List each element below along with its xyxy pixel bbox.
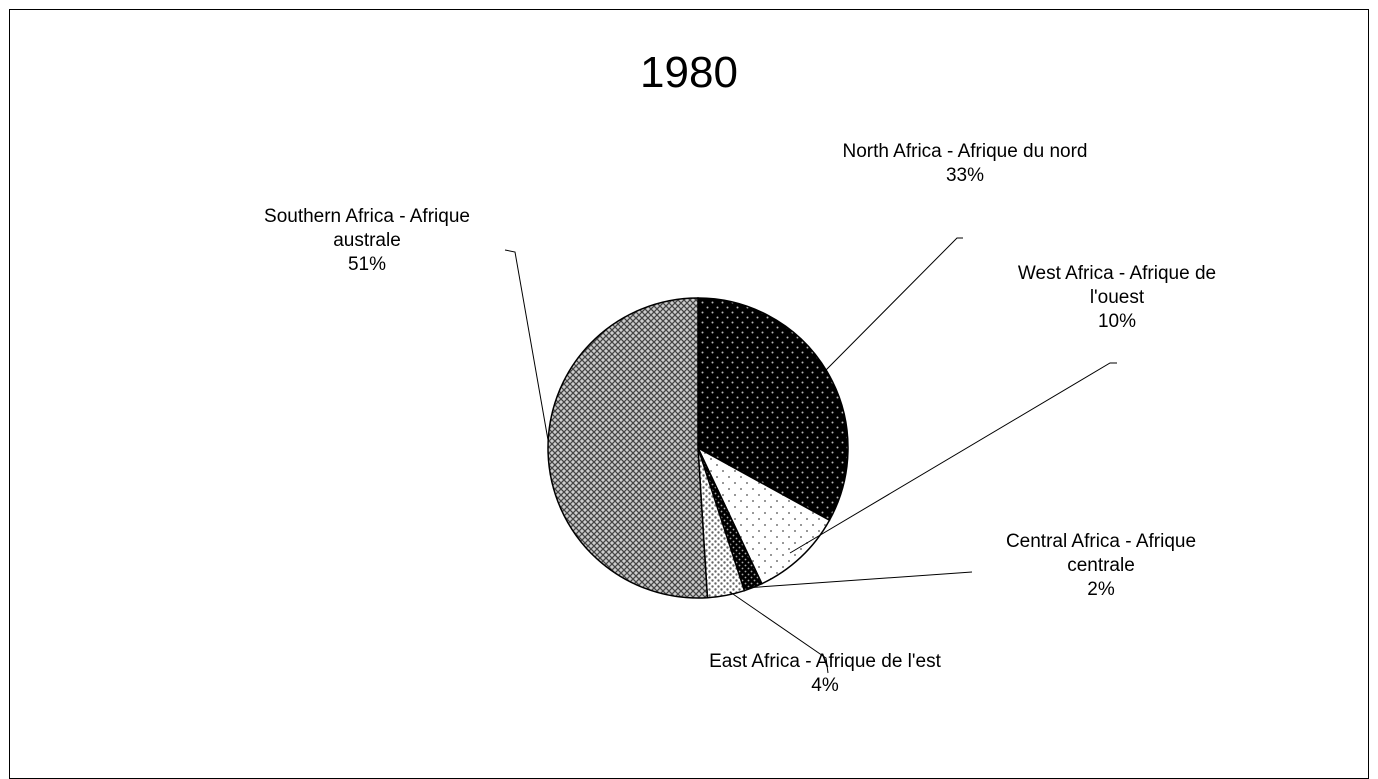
value-label: 4% [811, 675, 839, 696]
category-label: East Africa - Afrique de l'est [709, 651, 941, 672]
leader-line [744, 571, 973, 589]
slice-label: East Africa - Afrique de l'est 4% [700, 650, 950, 698]
pie-slice [547, 297, 709, 599]
slice-label: West Africa - Afrique de l'ouest 10% [992, 262, 1242, 334]
slice-label: North Africa - Afrique du nord 33% [840, 140, 1090, 188]
category-label: Central Africa - Afrique centrale [1005, 531, 1197, 576]
value-label: 10% [1097, 311, 1137, 332]
pie-slice [697, 297, 849, 522]
pie-slice [696, 446, 831, 585]
slice-label: Central Africa - Afrique centrale 2% [976, 530, 1226, 602]
chart-title: 1980 [640, 48, 738, 97]
value-label: 33% [945, 165, 985, 186]
category-label: West Africa - Afrique de l'ouest [1017, 263, 1217, 308]
category-label: Southern Africa - Afrique australe [264, 206, 470, 251]
leader-line [789, 362, 1117, 554]
leader-line [825, 237, 963, 371]
leader-line [729, 591, 829, 674]
value-label: 51% [347, 254, 387, 275]
slice-label: Southern Africa - Afrique australe 51% [242, 205, 492, 277]
value-label: 2% [1087, 579, 1115, 600]
leader-lines [504, 237, 1117, 674]
category-label: North Africa - Afrique du nord [842, 141, 1088, 162]
leader-line [504, 249, 549, 441]
